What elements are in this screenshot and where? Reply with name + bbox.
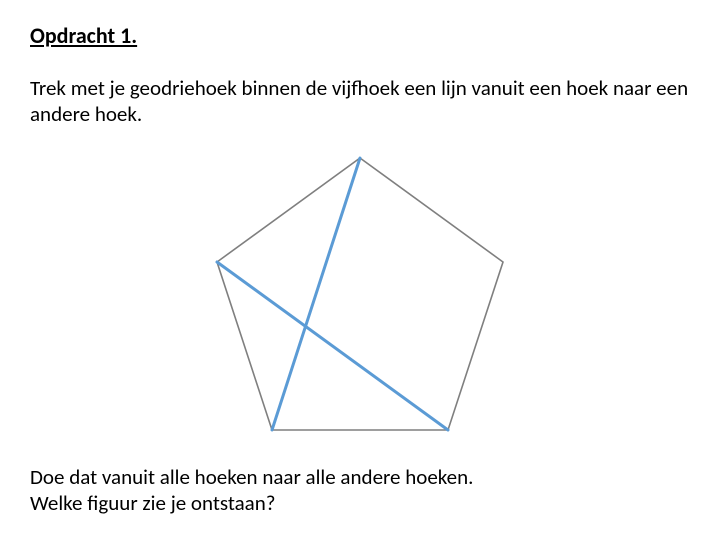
bottom-line-1: Doe dat vanuit alle hoeken naar alle and… <box>30 464 473 490</box>
bottom-line-2: Welke figuur zie je ontstaan? <box>30 490 276 516</box>
instruction-paragraph-bottom: Doe dat vanuit alle hoeken naar alle and… <box>30 464 690 517</box>
figure-container <box>30 146 690 446</box>
instruction-paragraph-top: Trek met je geodriehoek binnen de vijfho… <box>30 75 690 128</box>
page-root: Opdracht 1. Trek met je geodriehoek binn… <box>0 0 720 540</box>
assignment-title: Opdracht 1. <box>30 22 690 49</box>
diagonal-line <box>217 262 448 430</box>
pentagon-diagram <box>205 146 515 446</box>
diagonal-line <box>272 158 360 430</box>
